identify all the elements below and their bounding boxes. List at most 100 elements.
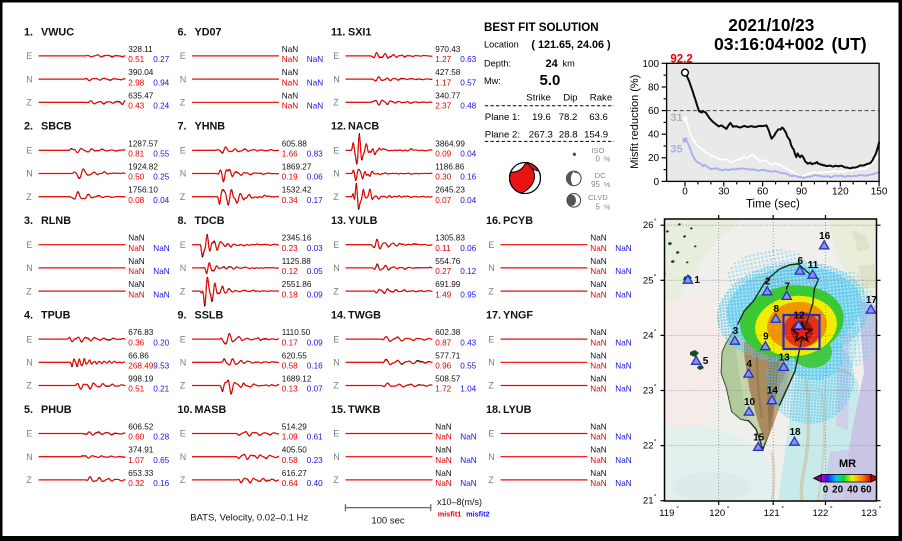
svg-text:9.53: 9.53 <box>153 362 169 371</box>
svg-text:NaN: NaN <box>590 479 606 488</box>
svg-text:YNGF: YNGF <box>503 310 533 322</box>
svg-text:NACB: NACB <box>348 121 379 133</box>
svg-text:374.91: 374.91 <box>128 446 153 455</box>
svg-text:0.40: 0.40 <box>307 479 323 488</box>
svg-text:10.: 10. <box>178 404 193 416</box>
svg-text:0.19: 0.19 <box>282 173 298 182</box>
svg-text:0.07: 0.07 <box>435 196 451 205</box>
svg-text:154.9: 154.9 <box>584 130 608 141</box>
svg-text:NaN: NaN <box>282 78 298 87</box>
svg-text:0.12: 0.12 <box>460 267 476 276</box>
svg-text:Z: Z <box>333 381 339 391</box>
svg-text:123: 123 <box>861 508 877 519</box>
svg-text:NaN: NaN <box>615 362 631 371</box>
svg-text:TWKB: TWKB <box>348 404 381 416</box>
svg-text:616.27: 616.27 <box>282 469 307 478</box>
svg-text:Z: Z <box>488 475 494 485</box>
svg-text:(UT): (UT) <box>832 34 867 54</box>
svg-text:60: 60 <box>757 186 769 197</box>
svg-text:0.43: 0.43 <box>128 102 144 111</box>
svg-text:N: N <box>180 452 187 462</box>
svg-text:1186.86: 1186.86 <box>435 163 464 172</box>
svg-text:18.: 18. <box>486 404 501 416</box>
svg-text:%: % <box>604 204 610 211</box>
svg-text:E: E <box>180 334 186 344</box>
svg-text:605.88: 605.88 <box>282 139 307 148</box>
svg-text:E: E <box>488 429 494 439</box>
svg-text:NaN: NaN <box>128 290 144 299</box>
svg-text:PHUB: PHUB <box>41 404 72 416</box>
svg-text:5.0: 5.0 <box>540 72 561 89</box>
svg-text:0: 0 <box>654 177 660 188</box>
svg-text:1869.27: 1869.27 <box>282 163 312 172</box>
svg-text:NaN: NaN <box>590 469 606 478</box>
svg-text:N: N <box>333 169 340 179</box>
svg-text:( 121.65, 24.06 ): ( 121.65, 24.06 ) <box>531 39 611 51</box>
svg-text:NaN: NaN <box>590 385 606 394</box>
svg-text:95: 95 <box>591 180 600 189</box>
svg-text:N: N <box>488 452 495 462</box>
svg-text:NaN: NaN <box>590 244 606 253</box>
svg-text:10: 10 <box>744 397 756 408</box>
svg-text:90: 90 <box>796 186 808 197</box>
svg-text:5.: 5. <box>24 404 33 416</box>
svg-text:NaN: NaN <box>590 338 606 347</box>
svg-text:0.43: 0.43 <box>460 338 476 347</box>
svg-text:14.: 14. <box>331 310 346 322</box>
svg-text:E: E <box>26 334 32 344</box>
svg-text:x10–8(m/s): x10–8(m/s) <box>437 497 482 507</box>
svg-text:NaN: NaN <box>590 362 606 371</box>
svg-text:NaN: NaN <box>153 244 169 253</box>
svg-text:2.37: 2.37 <box>435 102 451 111</box>
svg-text:NaN: NaN <box>615 479 631 488</box>
svg-text:0.60: 0.60 <box>128 433 144 442</box>
svg-text:N: N <box>333 358 340 368</box>
svg-text:1287.57: 1287.57 <box>128 139 158 148</box>
svg-text:1532.42: 1532.42 <box>282 186 312 195</box>
svg-text:0.18: 0.18 <box>282 290 298 299</box>
svg-text:NaN: NaN <box>615 244 631 253</box>
svg-text:0.20: 0.20 <box>153 338 169 347</box>
svg-text:514.29: 514.29 <box>282 423 307 432</box>
svg-text:2645.23: 2645.23 <box>435 186 465 195</box>
svg-text:NaN: NaN <box>590 257 606 266</box>
svg-text:0.12: 0.12 <box>282 267 298 276</box>
svg-text:0.32: 0.32 <box>128 479 144 488</box>
svg-text:267.3: 267.3 <box>529 130 553 141</box>
svg-text:1.07: 1.07 <box>128 456 144 465</box>
svg-text:NaN: NaN <box>307 102 323 111</box>
svg-text:NaN: NaN <box>282 55 298 64</box>
svg-text:E: E <box>26 51 32 61</box>
svg-text:24: 24 <box>546 58 559 70</box>
svg-text:0.87: 0.87 <box>435 338 451 347</box>
svg-text:0.04: 0.04 <box>460 150 476 159</box>
svg-text:NaN: NaN <box>590 351 606 360</box>
svg-text:7.: 7. <box>178 121 187 133</box>
svg-text:E: E <box>488 334 494 344</box>
svg-text:NaN: NaN <box>615 290 631 299</box>
svg-text:NaN: NaN <box>590 290 606 299</box>
svg-text:340.77: 340.77 <box>435 91 460 100</box>
svg-text:4: 4 <box>746 359 752 370</box>
svg-text:122: 122 <box>812 508 828 519</box>
svg-text:0.16: 0.16 <box>460 173 476 182</box>
svg-text:508.57: 508.57 <box>435 375 460 384</box>
svg-text:Z: Z <box>180 381 186 391</box>
svg-text:°: ° <box>727 505 730 513</box>
svg-text:0.64: 0.64 <box>282 479 298 488</box>
svg-text:MR: MR <box>839 458 856 470</box>
svg-text:0.58: 0.58 <box>282 456 298 465</box>
svg-text:NaN: NaN <box>128 280 144 289</box>
svg-text:CLVD: CLVD <box>588 193 608 202</box>
svg-text:Rake: Rake <box>590 92 612 103</box>
svg-text:Z: Z <box>180 192 186 202</box>
svg-text:0.27: 0.27 <box>153 55 169 64</box>
svg-text:Z: Z <box>333 192 339 202</box>
svg-text:2: 2 <box>765 277 771 288</box>
svg-text:0.58: 0.58 <box>282 362 298 371</box>
svg-text:Z: Z <box>180 286 186 296</box>
svg-text:NaN: NaN <box>282 91 298 100</box>
svg-text:Time (sec): Time (sec) <box>746 199 800 211</box>
svg-text:66.86: 66.86 <box>128 351 149 360</box>
svg-text:NaN: NaN <box>307 55 323 64</box>
